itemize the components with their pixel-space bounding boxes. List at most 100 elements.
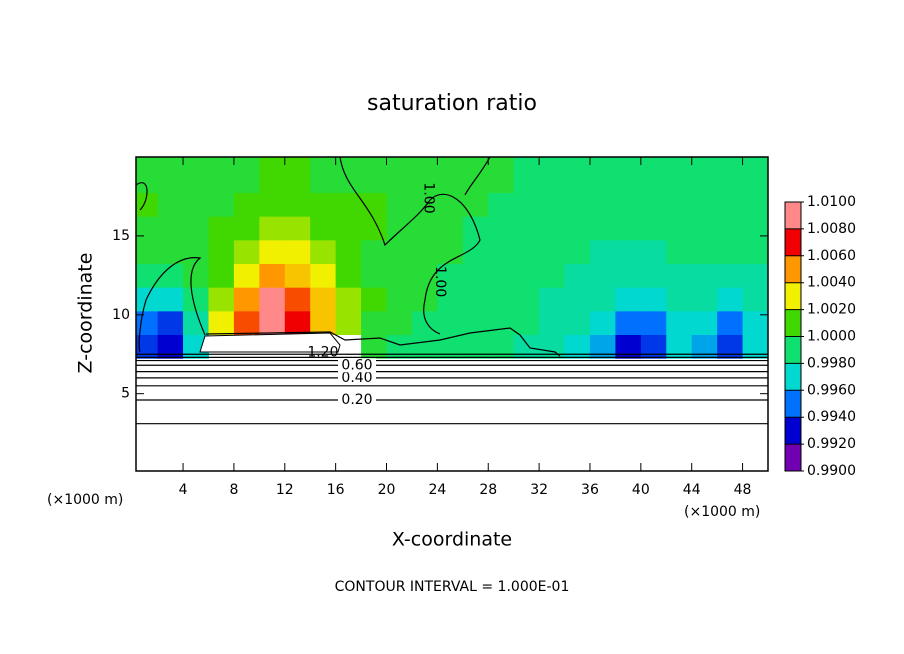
cell xyxy=(208,287,235,312)
cell xyxy=(488,263,515,288)
cell xyxy=(437,192,464,217)
cell xyxy=(640,334,667,359)
cell xyxy=(183,157,209,170)
cell xyxy=(335,239,362,265)
contour-label: 0.20 xyxy=(341,392,372,408)
cell xyxy=(717,310,744,336)
colorbar-label: 1.0000 xyxy=(807,329,856,345)
cell xyxy=(742,287,768,312)
cell xyxy=(136,287,159,312)
cell xyxy=(361,192,388,217)
cell xyxy=(259,310,286,336)
colorbar-label: 0.9980 xyxy=(807,355,856,371)
cell xyxy=(462,287,489,312)
cell xyxy=(717,216,744,241)
x-tick-label: 40 xyxy=(632,482,650,498)
cell xyxy=(589,287,616,312)
cell xyxy=(136,239,159,265)
cell xyxy=(462,157,489,170)
cell xyxy=(233,263,260,288)
colorbar-swatch xyxy=(785,255,801,283)
cell xyxy=(539,192,566,217)
x-unit-label: (×1000 m) xyxy=(684,504,760,520)
cell xyxy=(183,216,209,241)
cell xyxy=(361,287,388,312)
cell xyxy=(335,263,362,288)
cell xyxy=(386,287,413,312)
cell xyxy=(488,192,515,217)
cell xyxy=(259,263,286,288)
cell xyxy=(310,263,337,288)
cell xyxy=(310,192,337,217)
cell xyxy=(717,157,744,170)
cell xyxy=(564,334,591,359)
cell xyxy=(284,157,311,170)
cell xyxy=(361,263,388,288)
cell xyxy=(513,216,540,241)
cell xyxy=(666,263,693,288)
cell xyxy=(183,192,209,217)
x-tick-label: 44 xyxy=(683,482,701,498)
cell xyxy=(691,157,718,170)
cell xyxy=(284,239,311,265)
cell xyxy=(157,287,184,312)
cell xyxy=(157,192,184,217)
cell xyxy=(513,287,540,312)
cell xyxy=(233,287,260,312)
cell xyxy=(386,168,413,194)
cell xyxy=(462,334,489,359)
cell xyxy=(640,310,667,336)
x-tick-label: 32 xyxy=(530,482,548,498)
cell xyxy=(742,263,768,288)
cell xyxy=(691,310,718,336)
cell xyxy=(208,216,235,241)
cell xyxy=(666,192,693,217)
cell xyxy=(615,287,642,312)
cell xyxy=(488,168,515,194)
contour-1-00 xyxy=(136,182,206,353)
cell xyxy=(513,310,540,336)
cell xyxy=(488,216,515,241)
cell xyxy=(437,157,464,170)
cell xyxy=(233,216,260,241)
cell xyxy=(411,239,438,265)
cell xyxy=(335,192,362,217)
cell xyxy=(437,216,464,241)
cell xyxy=(564,192,591,217)
x-tick-label: 12 xyxy=(276,482,294,498)
cell xyxy=(488,287,515,312)
cell xyxy=(640,263,667,288)
cell xyxy=(488,239,515,265)
cell xyxy=(691,168,718,194)
x-tick-label: 24 xyxy=(428,482,446,498)
cell xyxy=(691,192,718,217)
cell xyxy=(564,157,591,170)
cell xyxy=(539,334,566,359)
cell xyxy=(310,287,337,312)
plot-frame xyxy=(135,156,769,472)
cell xyxy=(513,334,540,359)
cell xyxy=(717,263,744,288)
cell xyxy=(640,287,667,312)
cell xyxy=(386,157,413,170)
colorbar-label: 1.0060 xyxy=(807,248,856,264)
cell xyxy=(310,310,337,336)
cell xyxy=(157,157,184,170)
chart-title: saturation ratio xyxy=(367,91,537,116)
cell xyxy=(310,239,337,265)
cell xyxy=(513,157,540,170)
cell xyxy=(666,168,693,194)
contour-1-00 xyxy=(464,157,491,196)
cell xyxy=(564,263,591,288)
x-tick-label: 16 xyxy=(327,482,345,498)
colorbar-swatch xyxy=(785,202,801,230)
cell xyxy=(157,216,184,241)
cell xyxy=(691,263,718,288)
cell xyxy=(513,239,540,265)
cell xyxy=(208,157,235,170)
cell xyxy=(208,168,235,194)
cell xyxy=(411,157,438,170)
cell xyxy=(666,334,693,359)
cell xyxy=(361,310,388,336)
cell xyxy=(539,168,566,194)
